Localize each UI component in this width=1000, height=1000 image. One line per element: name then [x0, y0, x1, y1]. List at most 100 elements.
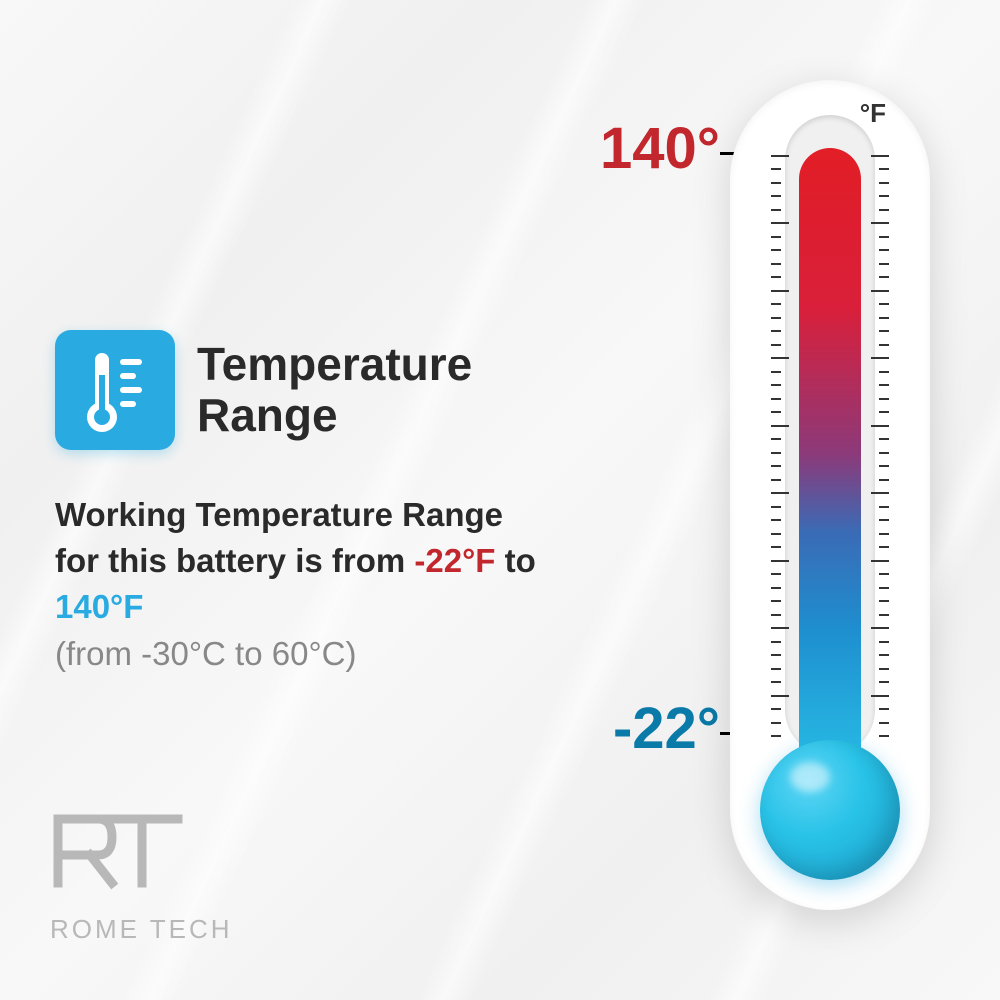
tick-mark [771, 654, 781, 656]
tick-mark [771, 195, 781, 197]
tick-mark [879, 438, 889, 440]
desc-mid: to [495, 542, 535, 579]
tick-mark [771, 519, 781, 521]
hot-temp-label: 140° [600, 115, 720, 182]
tick-mark [771, 735, 781, 737]
tick-mark [879, 641, 889, 643]
tick-mark [871, 627, 889, 629]
tick-mark [879, 465, 889, 467]
tick-mark [771, 263, 781, 265]
tick-mark [771, 546, 781, 548]
tick-mark [879, 182, 889, 184]
logo-text: ROME TECH [50, 914, 233, 945]
thermometer-body: °F [730, 80, 930, 910]
tick-mark [879, 654, 889, 656]
desc-cold-value: -22°F [414, 542, 495, 579]
tick-mark [771, 398, 781, 400]
tick-mark [879, 722, 889, 724]
tick-mark [771, 155, 789, 157]
tick-mark [771, 573, 781, 575]
tick-mark [871, 492, 889, 494]
tick-mark [771, 317, 781, 319]
tick-mark [771, 627, 789, 629]
tick-mark [871, 155, 889, 157]
tick-mark [771, 411, 781, 413]
tick-mark [879, 600, 889, 602]
title-line-1: Temperature [197, 338, 472, 390]
tick-mark [771, 668, 781, 670]
tick-mark [879, 614, 889, 616]
tick-mark [771, 425, 789, 427]
tick-mark [879, 195, 889, 197]
tick-mark [879, 168, 889, 170]
tick-mark [771, 641, 781, 643]
tick-mark [879, 681, 889, 683]
tick-mark [871, 290, 889, 292]
tick-mark [879, 263, 889, 265]
tick-mark [771, 533, 781, 535]
tick-mark [771, 384, 781, 386]
tick-mark [871, 357, 889, 359]
description: Working Temperature Range for this batte… [55, 492, 555, 677]
thermometer: °F [720, 80, 940, 930]
tick-mark [771, 182, 781, 184]
tick-mark [771, 371, 781, 373]
tick-mark [879, 573, 889, 575]
tick-mark [871, 560, 889, 562]
tick-mark [771, 236, 781, 238]
tick-mark [879, 479, 889, 481]
tick-mark [871, 222, 889, 224]
tick-mark [771, 249, 781, 251]
tick-mark [771, 168, 781, 170]
title: Temperature Range [197, 339, 472, 440]
tick-mark [879, 236, 889, 238]
tick-mark [771, 492, 789, 494]
tick-mark [879, 587, 889, 589]
tick-mark [879, 411, 889, 413]
tick-mark [879, 317, 889, 319]
tick-mark [771, 276, 781, 278]
tick-mark [771, 506, 781, 508]
tick-mark [771, 722, 781, 724]
content-panel: Temperature Range Working Temperature Ra… [55, 330, 555, 677]
tick-mark [771, 290, 789, 292]
tick-mark [879, 276, 889, 278]
tick-mark [879, 452, 889, 454]
header-row: Temperature Range [55, 330, 555, 450]
tick-mark [879, 330, 889, 332]
tick-mark [879, 384, 889, 386]
tick-mark [879, 303, 889, 305]
tick-mark [771, 560, 789, 562]
unit-label: °F [860, 98, 886, 129]
tick-mark [879, 735, 889, 737]
tick-mark [771, 614, 781, 616]
tick-mark [771, 303, 781, 305]
tick-mark [879, 506, 889, 508]
tick-mark [879, 519, 889, 521]
tick-mark [771, 479, 781, 481]
tick-mark [879, 371, 889, 373]
tick-mark [771, 438, 781, 440]
tick-mark [771, 452, 781, 454]
tick-mark [771, 465, 781, 467]
desc-hot-value: 140°F [55, 588, 143, 625]
tick-mark [879, 209, 889, 211]
thermometer-ticks [775, 155, 885, 735]
tick-mark [871, 695, 889, 697]
tick-mark [871, 425, 889, 427]
thermometer-icon [80, 345, 150, 435]
tick-mark [771, 344, 781, 346]
tick-mark [879, 249, 889, 251]
brand-logo: ROME TECH [50, 811, 233, 945]
tick-mark [771, 222, 789, 224]
tick-mark [771, 357, 789, 359]
tick-mark [879, 668, 889, 670]
tick-mark [771, 209, 781, 211]
tick-mark [771, 600, 781, 602]
tick-mark [771, 695, 789, 697]
title-line-2: Range [197, 389, 338, 441]
tick-mark [771, 681, 781, 683]
tick-mark [771, 330, 781, 332]
logo-mark-icon [50, 811, 190, 901]
tick-mark [879, 708, 889, 710]
